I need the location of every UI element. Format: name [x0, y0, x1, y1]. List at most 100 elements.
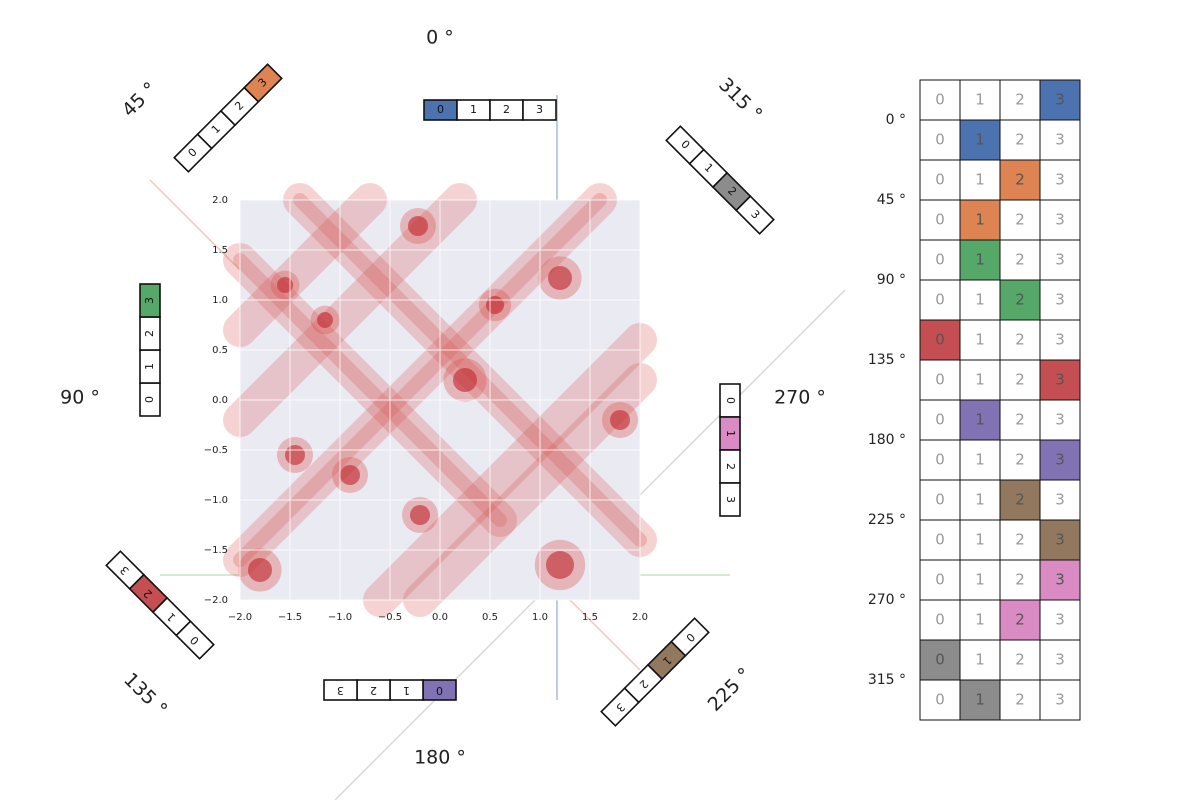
contour-band — [223, 243, 517, 537]
table-cell — [959, 599, 1001, 641]
contour-peak — [317, 312, 333, 328]
row-label: 315 ° — [868, 672, 906, 688]
table-cell-label: 2 — [1015, 331, 1025, 349]
table-cell-label: 2 — [1015, 571, 1025, 589]
y-tick-label: −1.0 — [204, 495, 228, 506]
table-cell-label: 2 — [1015, 451, 1025, 469]
table-cell — [999, 639, 1041, 681]
table-cell-label: 0 — [935, 131, 945, 149]
table-cell — [999, 519, 1041, 561]
strip-cell — [719, 482, 741, 517]
contour-band — [223, 183, 387, 347]
table-cell — [999, 79, 1041, 121]
table-cell — [1039, 519, 1081, 561]
table-cell-label: 1 — [975, 491, 985, 509]
x-tick-label: −1.0 — [328, 612, 352, 623]
table-cell-label: 0 — [935, 651, 945, 669]
strip-cell-label: 2 — [503, 103, 510, 116]
table-cell-label: 3 — [1055, 211, 1065, 229]
table-cell-label: 0 — [935, 291, 945, 309]
angle-label: 90 ° — [60, 387, 100, 409]
contour-peak — [248, 558, 272, 582]
table-cell-label: 3 — [1055, 411, 1065, 429]
table-cell — [999, 159, 1041, 201]
y-tick-label: 0.5 — [212, 345, 228, 356]
strip-cell-label: 3 — [143, 297, 156, 304]
table-cell — [959, 399, 1001, 441]
table-cell — [919, 399, 961, 441]
table-cell-label: 3 — [1055, 451, 1065, 469]
table-cell — [919, 679, 961, 721]
strip-cell-label: 0 — [143, 396, 156, 403]
table-cell — [919, 439, 961, 481]
table-cell-label: 0 — [935, 571, 945, 589]
y-tick-label: 1.5 — [212, 245, 228, 256]
x-tick-label: 1.5 — [582, 612, 598, 623]
angle-label: 180 ° — [414, 747, 466, 769]
row-label: 0 ° — [886, 112, 906, 128]
x-tick-label: 0.5 — [482, 612, 498, 623]
row-label: 45 ° — [877, 192, 906, 208]
table-cell-label: 3 — [1055, 531, 1065, 549]
table-cell-label: 0 — [935, 451, 945, 469]
table-cell — [959, 439, 1001, 481]
strip-cell-label: 1 — [470, 103, 477, 116]
strip-cell-label: 1 — [724, 430, 737, 437]
table-cell-label: 0 — [935, 491, 945, 509]
y-tick-label: 1.0 — [212, 295, 228, 306]
x-tick-label: 1.0 — [532, 612, 548, 623]
contour-peak — [340, 465, 360, 485]
contour-peak — [546, 551, 574, 579]
strip-cell-label: 2 — [143, 330, 156, 337]
strip-cell — [600, 687, 640, 727]
table-cell — [999, 359, 1041, 401]
contour-peak — [486, 296, 504, 314]
table-cell — [919, 79, 961, 121]
table-cell-label: 2 — [1015, 171, 1025, 189]
table-cell-label: 0 — [935, 251, 945, 269]
contour-peak — [408, 216, 428, 236]
strip-cell-label: 2 — [724, 463, 737, 470]
row-label: 90 ° — [877, 272, 906, 288]
table-cell-label: 1 — [975, 211, 985, 229]
table-cell-label: 2 — [1015, 611, 1025, 629]
strip-cell-label: 0 — [724, 397, 737, 404]
table-cell — [999, 679, 1041, 721]
table-cell — [1039, 599, 1081, 641]
table-cell-label: 0 — [935, 531, 945, 549]
strip-cell — [139, 283, 161, 318]
table-cell — [1039, 279, 1081, 321]
contour-band — [403, 363, 657, 617]
strip-cell — [105, 550, 145, 590]
y-tick-label: 0.0 — [212, 395, 228, 406]
table-cell-label: 1 — [975, 171, 985, 189]
table-cell — [919, 119, 961, 161]
table-cell-label: 1 — [975, 411, 985, 429]
strip-cell-label: 0 — [436, 684, 443, 697]
table-cell — [959, 479, 1001, 521]
table-cell-label: 0 — [935, 91, 945, 109]
table-cell-label: 1 — [975, 291, 985, 309]
table-cell-label: 0 — [935, 411, 945, 429]
contour-peak — [610, 410, 630, 430]
table-cell-label: 1 — [975, 371, 985, 389]
contour-peak — [453, 368, 477, 392]
table-cell-label: 2 — [1015, 131, 1025, 149]
table-cell — [959, 519, 1001, 561]
contour-band — [223, 183, 477, 437]
table-cell-label: 1 — [975, 451, 985, 469]
table-cell — [959, 639, 1001, 681]
y-tick-label: −0.5 — [204, 445, 228, 456]
table-cell — [1039, 679, 1081, 721]
table-cell-label: 3 — [1055, 571, 1065, 589]
y-tick-label: 2.0 — [212, 195, 228, 206]
strip-cell — [735, 195, 775, 235]
table-cell-label: 0 — [935, 611, 945, 629]
contour-peak — [285, 445, 305, 465]
angle-label: 0 ° — [426, 27, 454, 49]
